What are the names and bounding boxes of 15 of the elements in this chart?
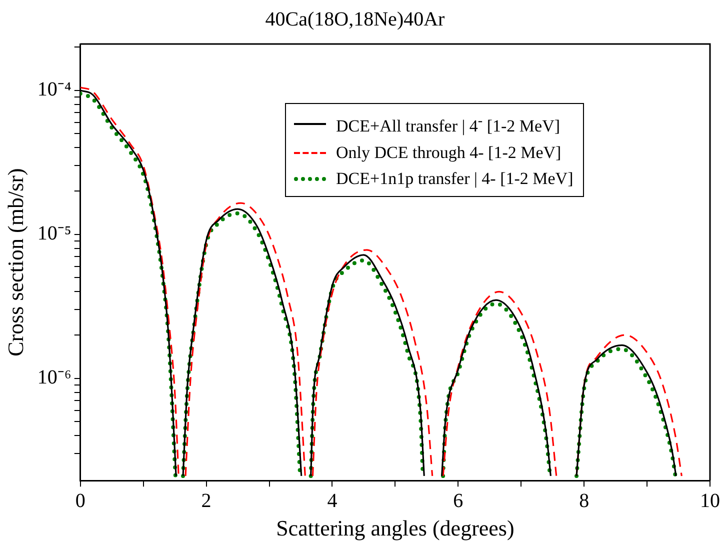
- chart-title: 40Ca(18O,18Ne)40Ar: [265, 8, 446, 30]
- x-tick-label: 6: [453, 490, 464, 512]
- y-tick-label: 10⁻⁶: [37, 366, 72, 389]
- y-tick-label: 10⁻⁵: [37, 222, 72, 245]
- y-axis-title: Cross section (mb/sr): [2, 168, 28, 356]
- x-tick-label: 2: [201, 490, 212, 512]
- y-tick-label: 10⁻⁴: [37, 78, 72, 101]
- legend-label: DCE+All transfer | 4$^{-}$ [1-2 MeV]: [336, 112, 560, 138]
- x-tick-label: 4: [327, 490, 338, 512]
- legend-label: Only DCE through 4- [1-2 MeV]: [336, 142, 562, 164]
- x-axis-title: Scattering angles (degrees): [276, 516, 514, 541]
- x-tick-label: 0: [75, 490, 86, 512]
- legend-label: DCE+1n1p transfer | 4- [1-2 MeV]: [336, 168, 574, 190]
- x-tick-label: 10: [700, 490, 720, 512]
- x-tick-label: 8: [579, 490, 590, 512]
